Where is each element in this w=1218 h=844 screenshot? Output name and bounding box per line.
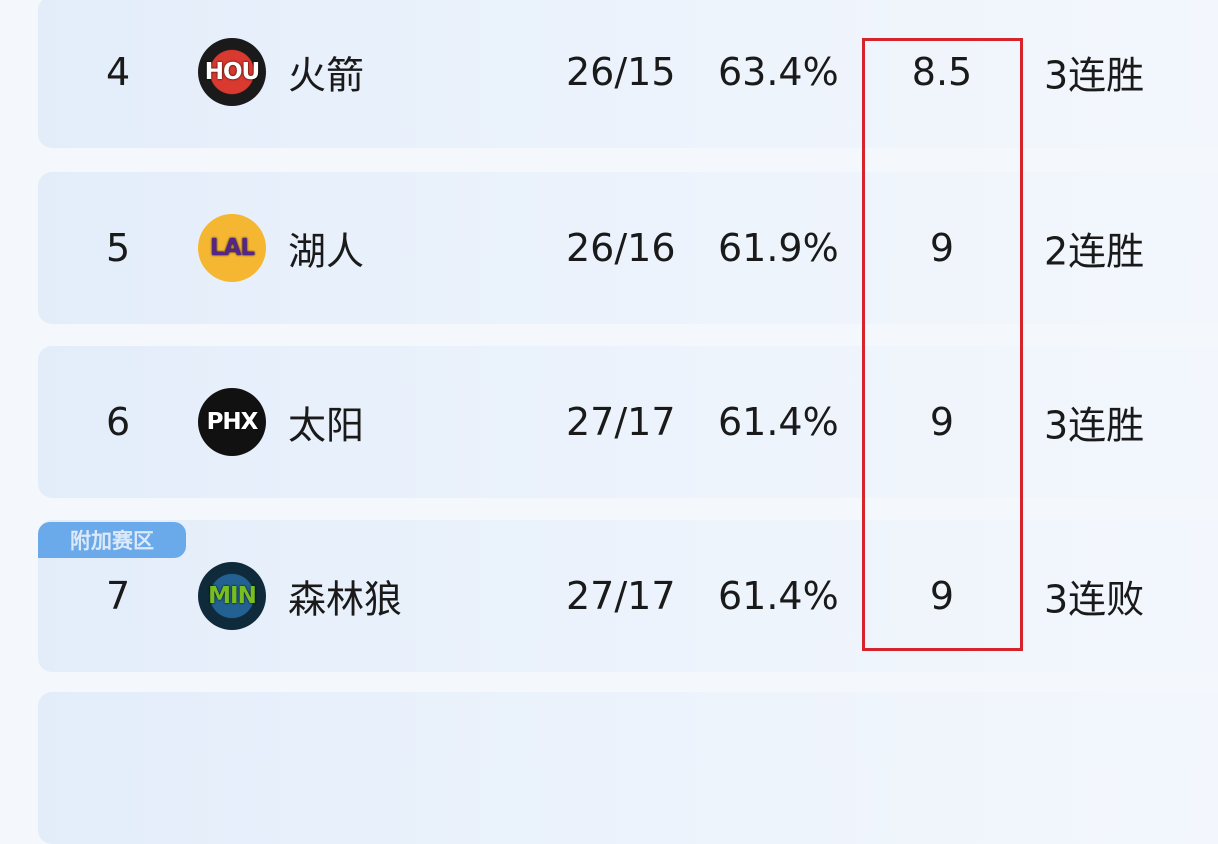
win-percentage: 61.4% [718, 400, 839, 444]
games-behind-highlight-box [862, 38, 1023, 651]
play-in-zone-badge: 附加赛区 [38, 522, 186, 558]
win-percentage: 61.9% [718, 226, 839, 270]
win-percentage: 61.4% [718, 574, 839, 618]
team-name[interactable]: 森林狼 [288, 577, 403, 622]
streak: 3连胜 [1044, 53, 1145, 98]
win-loss-record: 27/17 [566, 574, 676, 618]
rank: 6 [106, 400, 131, 444]
rank: 7 [106, 574, 131, 618]
streak: 3连胜 [1044, 403, 1145, 448]
team-name[interactable]: 火箭 [288, 53, 365, 98]
win-percentage: 63.4% [718, 50, 839, 94]
table-row[interactable]: 5 LAL 湖人 26/16 61.9% 9 2连胜 [38, 172, 1218, 324]
table-row[interactable] [38, 692, 1218, 844]
team-logo-icon: HOU [198, 38, 266, 106]
win-loss-record: 27/17 [566, 400, 676, 444]
table-row[interactable]: 7 MIN 森林狼 27/17 61.4% 9 3连败 [38, 520, 1218, 672]
team-name[interactable]: 湖人 [288, 229, 365, 274]
team-logo-icon: LAL [198, 214, 266, 282]
rank: 5 [106, 226, 131, 270]
team-logo-icon: PHX [198, 388, 266, 456]
games-behind: 9 [929, 400, 955, 444]
team-name[interactable]: 太阳 [288, 403, 365, 448]
table-row[interactable]: 4 HOU 火箭 26/15 63.4% 8.5 3连胜 [38, 0, 1218, 148]
team-logo-icon: MIN [198, 562, 266, 630]
games-behind: 9 [929, 226, 955, 270]
games-behind: 8.5 [911, 50, 973, 94]
table-row[interactable]: 6 PHX 太阳 27/17 61.4% 9 3连胜 [38, 346, 1218, 498]
games-behind: 9 [929, 574, 955, 618]
win-loss-record: 26/15 [566, 50, 676, 94]
rank: 4 [106, 50, 131, 94]
streak: 2连胜 [1044, 229, 1145, 274]
win-loss-record: 26/16 [566, 226, 676, 270]
streak: 3连败 [1044, 577, 1145, 622]
